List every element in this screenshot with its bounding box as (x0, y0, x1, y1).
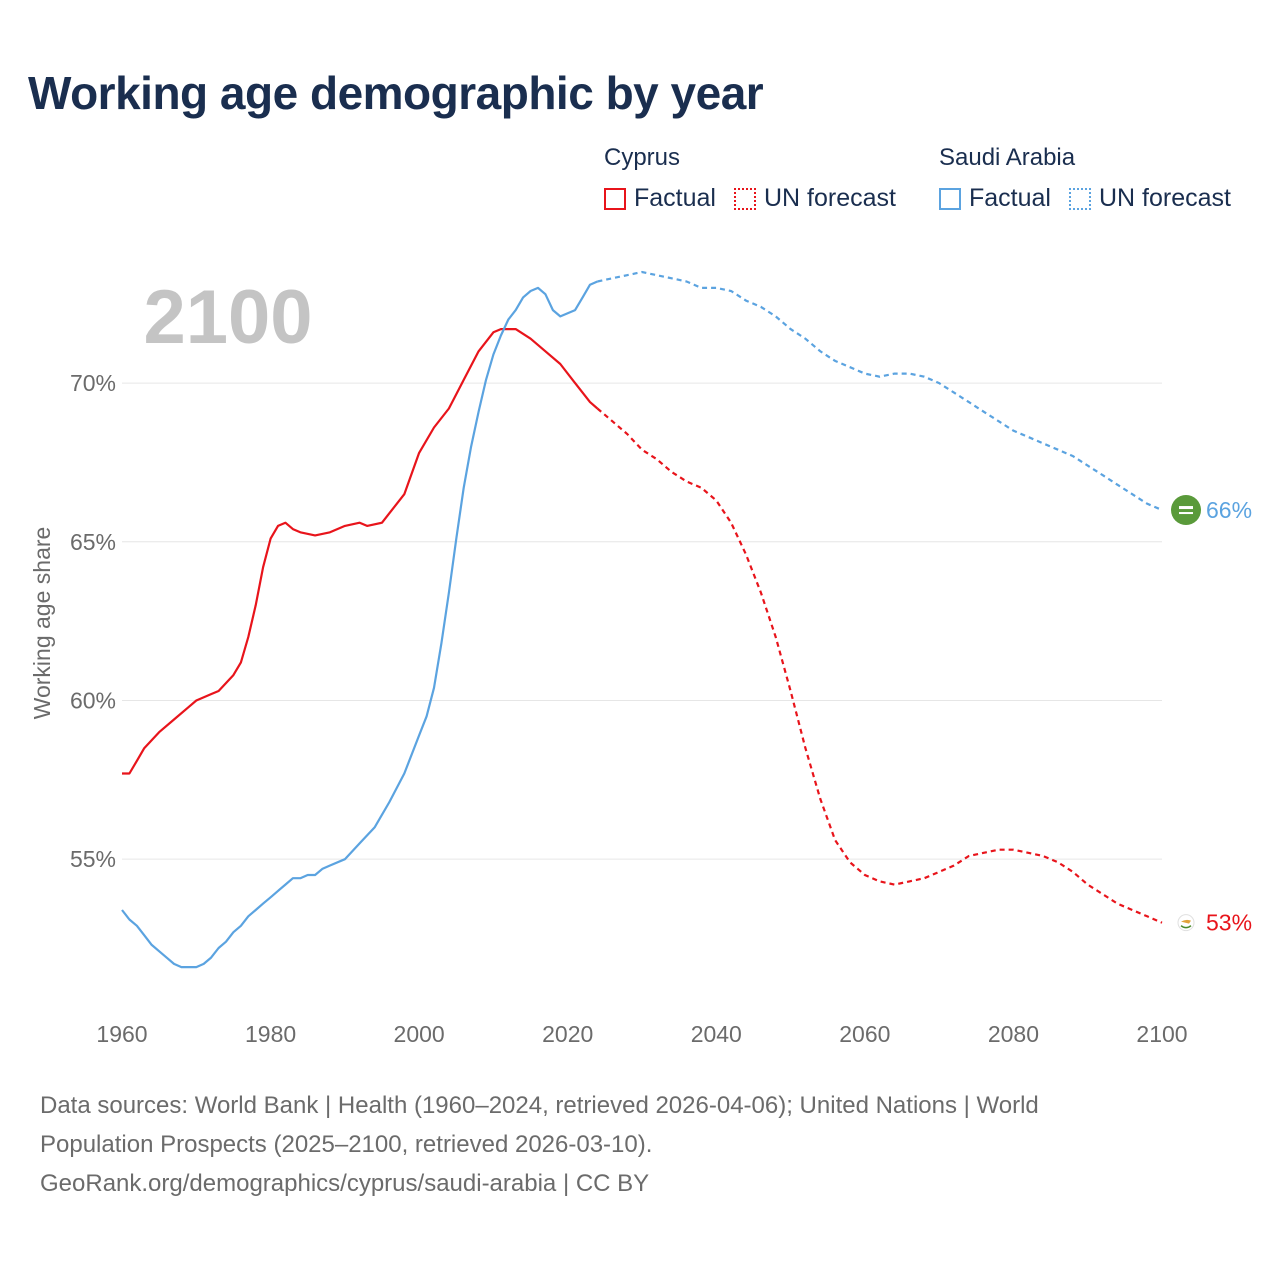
x-tick-label: 1960 (96, 1021, 147, 1047)
legend-item-cyprus-factual[interactable]: Factual (604, 184, 716, 213)
legend-item-saudi-forecast[interactable]: UN forecast (1068, 184, 1231, 213)
legend-group-title: Cyprus (604, 144, 681, 171)
y-tick-label: 55% (70, 846, 116, 872)
chart-title: Working age demographic by year (28, 67, 764, 119)
y-tick-label: 65% (70, 529, 116, 555)
series-line-factual (122, 328, 599, 775)
legend-label: UN forecast (763, 184, 896, 212)
flag-detail-icon (1181, 919, 1191, 924)
x-tick-label: 2100 (1136, 1021, 1187, 1047)
line-chart: 2100 Working age share 55% 60% 65% 70% 1960 1… (29, 270, 1252, 1047)
x-tick-label: 2080 (988, 1021, 1039, 1047)
legend-swatch-solid (604, 187, 626, 210)
y-tick-label: 70% (70, 370, 116, 396)
year-watermark: 2100 (143, 275, 312, 360)
end-value-label: 53% (1206, 910, 1252, 936)
legend-swatch-solid (939, 187, 961, 210)
x-tick-label: 2060 (839, 1021, 890, 1047)
legend-group-title: Saudi Arabia (939, 144, 1076, 171)
legend-label: Factual (969, 184, 1051, 212)
series-line-factual (121, 280, 598, 969)
footer-line: Data sources: World Bank | Health (1960–… (40, 1092, 1039, 1119)
legend-group-cyprus: Cyprus Factual UN forecast (604, 144, 914, 213)
series-lines (121, 270, 1163, 969)
flag-detail-icon (1179, 506, 1193, 510)
x-tick-label: 2000 (394, 1021, 445, 1047)
flag-detail-icon (1180, 925, 1192, 929)
end-value-label: 66% (1206, 497, 1252, 523)
legend-label: UN forecast (1098, 184, 1231, 212)
x-tick-label: 2020 (542, 1021, 593, 1047)
legend-label: Factual (634, 184, 716, 212)
end-markers: 53% 66% (1171, 495, 1252, 936)
y-tick-label: 60% (70, 687, 116, 713)
footer-line: GeoRank.org/demographics/cyprus/saudi-ar… (40, 1170, 650, 1197)
x-tick-label: 2040 (691, 1021, 742, 1047)
footer-line: Population Prospects (2025–2100, retriev… (40, 1131, 653, 1158)
legend-swatch-dotted (1068, 187, 1091, 210)
footer-sources: Data sources: World Bank | Health (1960–… (40, 1086, 1220, 1203)
axis-ticks: 55% 60% 65% 70% 1960 1980 2000 2020 2040 2060 2080… (70, 370, 1188, 1047)
x-tick-label: 1980 (245, 1021, 296, 1047)
legend-item-cyprus-forecast[interactable]: UN forecast (733, 184, 896, 213)
series-line-forecast (597, 270, 1163, 512)
flag-saudi-icon (1171, 495, 1201, 526)
legend-group-saudi-arabia: Saudi Arabia Factual UN forecast (939, 144, 1249, 213)
series-line-forecast (596, 407, 1163, 924)
legend-item-saudi-factual[interactable]: Factual (939, 184, 1051, 213)
flag-detail-icon (1179, 512, 1193, 515)
gridlines (122, 382, 1162, 860)
legend-swatch-dotted (733, 187, 756, 210)
y-axis-label: Working age share (29, 527, 55, 720)
